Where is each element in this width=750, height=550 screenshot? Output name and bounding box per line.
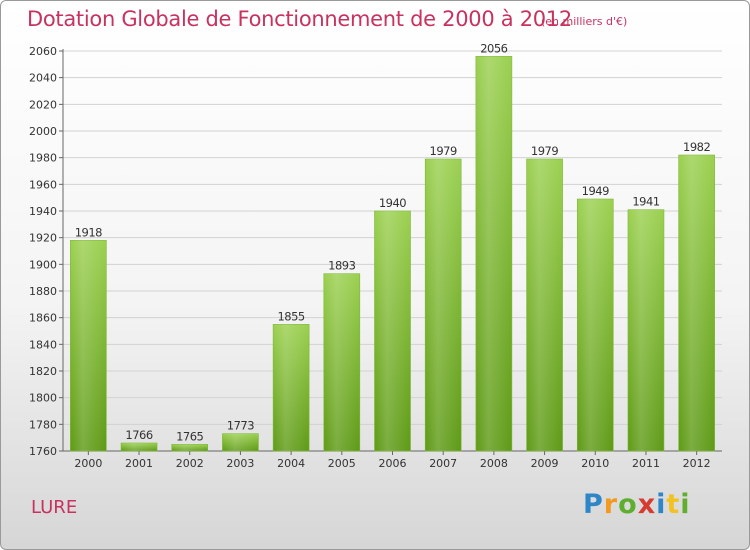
- town-name: LURE: [31, 497, 78, 518]
- data-label: 1940: [379, 196, 406, 210]
- logo-letter: x: [637, 489, 657, 520]
- x-tick-label: 2010: [581, 457, 609, 470]
- bar-highlight: [678, 155, 715, 451]
- x-tick-label: 2002: [176, 457, 204, 470]
- x-tick-label: 2011: [632, 457, 660, 470]
- data-label: 1893: [328, 259, 355, 273]
- y-tick-label: 1840: [29, 338, 57, 351]
- y-tick-label: 2020: [29, 98, 57, 111]
- y-tick-label: 1940: [29, 205, 57, 218]
- data-label: 1979: [531, 144, 558, 158]
- y-tick-label: 1780: [29, 418, 57, 431]
- y-tick-label: 2040: [29, 72, 57, 85]
- y-tick-label: 1980: [29, 152, 57, 165]
- y-tick-label: 1820: [29, 365, 57, 378]
- y-tick-label: 1800: [29, 392, 57, 405]
- x-tick-label: 2006: [379, 457, 407, 470]
- bar-highlight: [121, 443, 158, 451]
- bar-highlight: [323, 273, 360, 451]
- data-label: 1949: [582, 184, 609, 198]
- bar-highlight: [627, 209, 664, 451]
- bars: [70, 56, 715, 452]
- y-tick-label: 1900: [29, 258, 57, 271]
- chart-subtitle: (en milliers d'€): [541, 15, 628, 28]
- x-tick-labels: 2000 2001 2002 2003 2004 2005 2006 2007 2008 2009…: [74, 457, 710, 470]
- data-label: 1765: [176, 429, 203, 443]
- bar-highlight: [70, 240, 107, 451]
- data-label: 1979: [430, 144, 457, 158]
- data-labels: 1918 1766 1765 1773 1855 1893 1940 1979 2056 1979…: [75, 41, 711, 443]
- logo-letter: i: [680, 489, 691, 520]
- data-label: 1766: [125, 428, 152, 442]
- x-tick-label: 2004: [277, 457, 305, 470]
- bar-highlight: [577, 199, 614, 451]
- bar-highlight: [526, 159, 563, 451]
- logo-letter: r: [603, 489, 619, 520]
- data-label: 1855: [277, 309, 304, 323]
- y-tick-label: 1920: [29, 232, 57, 245]
- bar-highlight: [222, 433, 259, 451]
- data-label: 1941: [632, 195, 659, 209]
- y-tick-label: 1760: [29, 445, 57, 458]
- x-tick-label: 2005: [328, 457, 356, 470]
- logo-letter: P: [583, 489, 604, 520]
- x-tick-label: 2003: [226, 457, 254, 470]
- logo-letter: i: [656, 489, 667, 520]
- logo-letter: t: [666, 489, 681, 520]
- data-label: 1918: [75, 225, 102, 239]
- chart-title: Dotation Globale de Fonctionnement de 20…: [27, 7, 572, 31]
- bar-highlight: [273, 324, 310, 451]
- y-tick-label: 2000: [29, 125, 57, 138]
- x-tick-label: 2012: [683, 457, 711, 470]
- x-tick-label: 2008: [480, 457, 508, 470]
- x-tick-label: 2001: [125, 457, 153, 470]
- x-tick-label: 2009: [531, 457, 559, 470]
- bar-highlight: [171, 444, 208, 451]
- y-tick-labels: 1760 1780 1800 1820 1840 1860 1880 1900 1920 1940…: [29, 45, 57, 458]
- bar-highlight: [475, 56, 512, 451]
- x-tick-label: 2000: [74, 457, 102, 470]
- proxiti-logo: Proxiti: [583, 489, 691, 520]
- y-tick-label: 2060: [29, 45, 57, 58]
- bar-highlight: [374, 211, 411, 451]
- data-label: 1773: [227, 419, 254, 433]
- data-label: 2056: [480, 41, 507, 55]
- x-tick-label: 2007: [429, 457, 457, 470]
- bar-highlight: [425, 159, 462, 451]
- data-label: 1982: [683, 140, 710, 154]
- y-tick-label: 1960: [29, 178, 57, 191]
- y-tick-label: 1860: [29, 312, 57, 325]
- logo-letter: o: [618, 489, 638, 520]
- y-tick-label: 1880: [29, 285, 57, 298]
